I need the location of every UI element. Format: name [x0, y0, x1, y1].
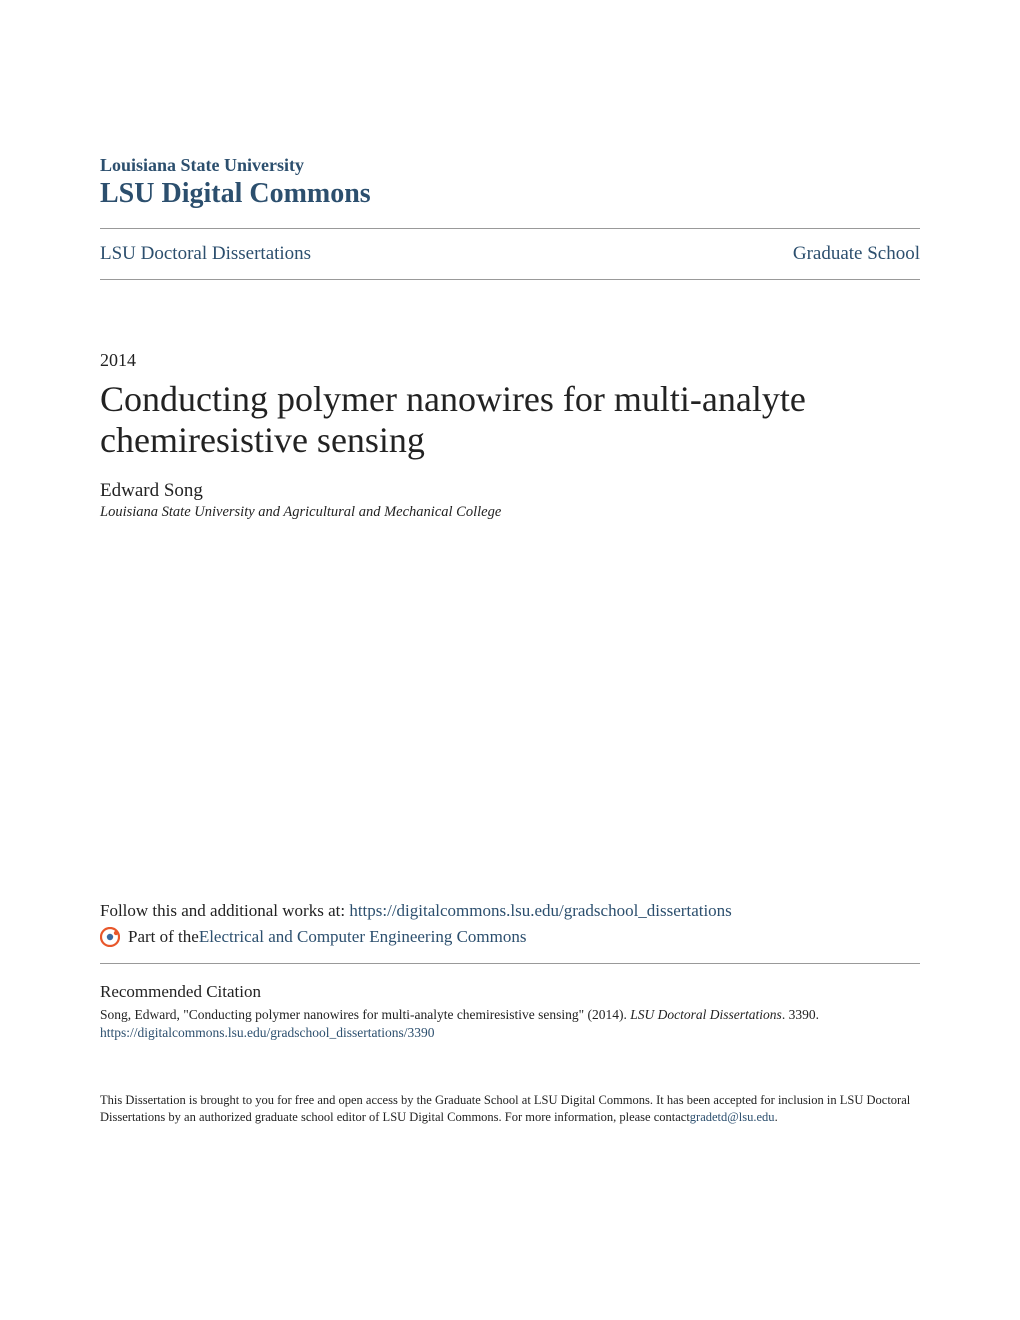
page-container: Louisiana State University LSU Digital C… [0, 0, 1020, 1166]
publication-year: 2014 [100, 350, 920, 371]
repository-name[interactable]: LSU Digital Commons [100, 178, 920, 210]
citation-url-link[interactable]: https://digitalcommons.lsu.edu/gradschoo… [100, 1025, 434, 1040]
citation-series: LSU Doctoral Dissertations [630, 1007, 782, 1022]
follow-block: Follow this and additional works at: htt… [100, 901, 920, 947]
citation-prefix: Song, Edward, "Conducting polymer nanowi… [100, 1007, 630, 1022]
citation-suffix: . 3390. [782, 1007, 819, 1022]
partof-row: Part of the Electrical and Computer Engi… [100, 927, 920, 947]
collection-url-link[interactable]: https://digitalcommons.lsu.edu/gradschoo… [349, 901, 731, 920]
citation-heading: Recommended Citation [100, 982, 920, 1002]
network-icon [100, 927, 120, 947]
citation-block: Recommended Citation Song, Edward, "Cond… [100, 982, 920, 1042]
partof-prefix: Part of the [128, 927, 199, 947]
contact-email-link[interactable]: gradetd@lsu.edu [690, 1110, 775, 1124]
citation-text: Song, Edward, "Conducting polymer nanowi… [100, 1006, 920, 1024]
work-title: Conducting polymer nanowires for multi-a… [100, 379, 920, 462]
author-affiliation: Louisiana State University and Agricultu… [100, 504, 920, 521]
discipline-link[interactable]: Electrical and Computer Engineering Comm… [199, 927, 527, 947]
divider [100, 279, 920, 280]
footer-period: . [775, 1110, 778, 1124]
breadcrumb-row: LSU Doctoral Dissertations Graduate Scho… [100, 229, 920, 279]
author-name: Edward Song [100, 480, 920, 502]
institution-name: Louisiana State University [100, 155, 920, 176]
community-link[interactable]: Graduate School [793, 243, 920, 265]
collection-link[interactable]: LSU Doctoral Dissertations [100, 243, 311, 265]
divider [100, 963, 920, 964]
footer-text: This Dissertation is brought to you for … [100, 1093, 910, 1124]
footer-note: This Dissertation is brought to you for … [100, 1092, 920, 1126]
follow-label: Follow this and additional works at: [100, 901, 349, 920]
